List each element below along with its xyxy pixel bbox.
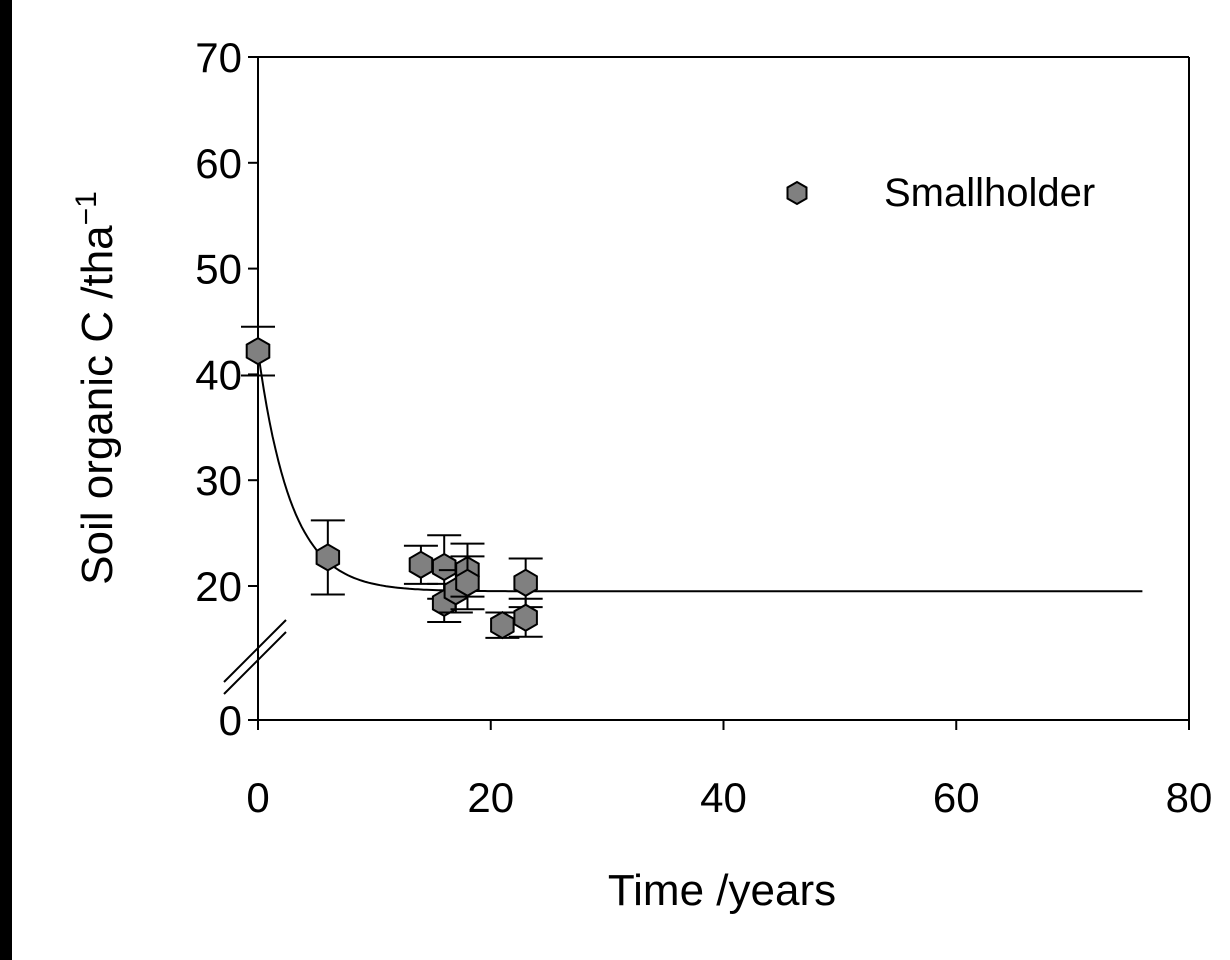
y-tick-label: 30 <box>195 457 242 504</box>
break-mark <box>223 619 287 683</box>
hexagon-marker <box>490 610 515 640</box>
x-tick-label: 80 <box>1166 774 1213 821</box>
x-tick-label: 0 <box>246 774 269 821</box>
y-axis-label: Soil organic C /tha−1 <box>70 191 122 585</box>
y-axis-label-superscript: −1 <box>70 191 103 225</box>
y-tick-label: 50 <box>195 246 242 293</box>
y-tick-label: 60 <box>195 140 242 187</box>
x-axis-ticks: 0 20 40 60 80 <box>246 720 1212 821</box>
x-tick-label: 60 <box>933 774 980 821</box>
hexagon-marker <box>455 568 480 597</box>
hexagon-marker <box>315 543 341 572</box>
y-tick-label: 40 <box>195 351 242 398</box>
x-tick-label: 40 <box>700 774 747 821</box>
legend: Smallholder <box>786 171 1095 215</box>
y-tick-label: 70 <box>195 34 242 81</box>
plot-frame <box>257 56 1190 721</box>
data-points <box>241 325 543 640</box>
fit-curve <box>257 350 1143 593</box>
hexagon-marker <box>513 603 538 632</box>
x-axis-label: Time /years <box>608 866 836 915</box>
y-tick-label: 20 <box>195 563 242 610</box>
chart-panel: 0 20 30 40 50 60 70 0 20 40 60 80 Smallholder Time… <box>12 0 1230 960</box>
x-tick-label: 20 <box>467 774 514 821</box>
break-mark <box>223 631 287 695</box>
hexagon-marker <box>431 552 457 582</box>
hexagon-marker <box>513 568 538 597</box>
hexagon-marker <box>408 550 434 579</box>
fit-curve-line <box>257 350 1143 593</box>
y-axis-break-marks <box>223 619 287 695</box>
y-axis-ticks: 0 20 30 40 50 60 70 <box>195 34 258 744</box>
data-point <box>310 519 345 596</box>
legend-marker <box>786 180 808 206</box>
data-point <box>241 325 275 377</box>
legend-label: Smallholder <box>884 171 1095 215</box>
hexagon-marker <box>245 336 271 366</box>
data-point <box>508 557 543 609</box>
data-point <box>450 555 485 611</box>
scatter-chart: 0 20 30 40 50 60 70 0 20 40 60 80 Smallholder Time… <box>70 34 1212 915</box>
y-tick-label: 0 <box>219 697 242 744</box>
data-point <box>508 597 543 638</box>
data-point <box>427 534 462 600</box>
